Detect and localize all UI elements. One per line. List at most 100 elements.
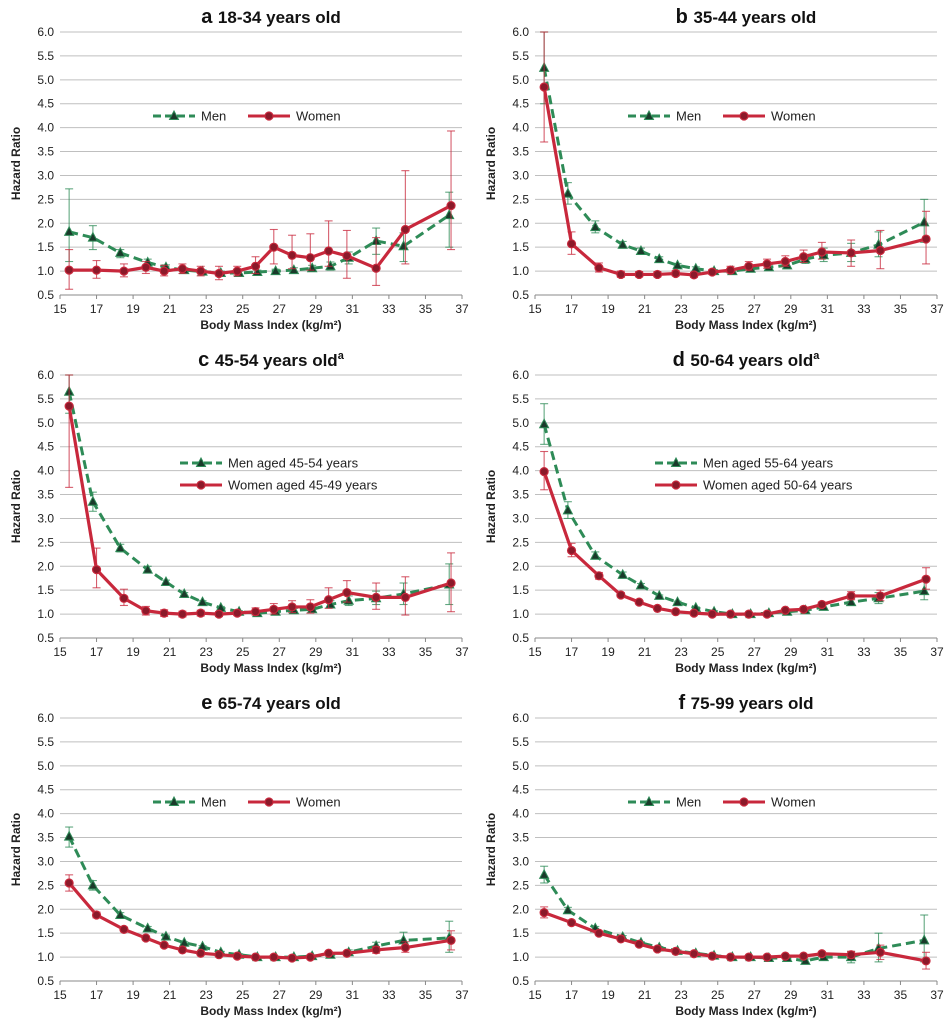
series-line <box>67 835 450 959</box>
data-point <box>566 545 577 556</box>
data-point <box>744 952 754 962</box>
x-tick-label: 17 <box>565 988 579 1002</box>
y-tick-label: 2.5 <box>37 535 54 549</box>
data-point <box>799 604 809 614</box>
data-point <box>817 247 827 257</box>
chart-svg: 0.5 1.0 1.5 2.0 2.5 3.0 3.5 4.0 4.5 5.0 5.5 6.0 15 17… <box>484 692 944 1018</box>
data-point <box>305 253 315 263</box>
data-point <box>652 944 663 954</box>
data-point <box>114 246 126 257</box>
x-tick-label: 35 <box>894 988 908 1002</box>
panel-letter: a <box>201 6 218 28</box>
data-point <box>780 256 790 267</box>
legend-item-men: Men <box>153 795 226 810</box>
y-tick-label: 1.0 <box>512 950 529 964</box>
series-line <box>67 391 450 615</box>
y-tick-label: 5.5 <box>37 735 54 749</box>
data-point <box>780 951 790 961</box>
panel-letter: b <box>676 6 694 28</box>
data-point <box>196 608 206 618</box>
data-point <box>250 952 261 962</box>
chart-title: f 75-99 years old <box>678 692 813 714</box>
x-tick-label: 27 <box>273 302 287 316</box>
y-axis-label: Hazard Ratio <box>9 470 23 543</box>
data-point <box>114 542 126 553</box>
y-tick-label: 0.5 <box>512 288 529 302</box>
data-point <box>762 609 772 619</box>
data-point <box>689 949 699 959</box>
y-tick-label: 3.0 <box>512 511 529 525</box>
data-point <box>371 945 381 955</box>
data-point <box>160 930 172 941</box>
data-point <box>845 596 857 607</box>
data-point <box>288 264 300 275</box>
data-point <box>744 609 754 619</box>
x-tick-label: 23 <box>200 302 214 316</box>
legend-item-women: Women <box>723 795 816 810</box>
data-point <box>707 267 717 277</box>
data-point <box>762 952 772 962</box>
x-tick-label: 23 <box>675 302 689 316</box>
y-tick-label: 6.0 <box>512 368 529 382</box>
panel-letter: d <box>673 349 691 371</box>
x-tick-label: 33 <box>857 645 871 659</box>
data-point <box>91 910 102 920</box>
x-tick-label: 37 <box>455 302 469 316</box>
data-point <box>589 221 601 232</box>
y-tick-label: 6.0 <box>37 25 54 39</box>
series-women <box>539 31 931 280</box>
series-women <box>64 130 456 290</box>
data-point <box>921 234 931 244</box>
y-tick-label: 1.0 <box>37 264 54 278</box>
series-women <box>539 906 931 970</box>
data-point <box>562 187 574 198</box>
y-tick-label: 5.5 <box>512 735 529 749</box>
x-tick-label: 17 <box>90 645 104 659</box>
data-point <box>918 585 930 596</box>
series-line <box>542 874 925 963</box>
data-point <box>324 246 334 256</box>
data-point <box>799 252 809 262</box>
y-tick-label: 5.0 <box>512 759 529 773</box>
data-point <box>617 238 629 249</box>
data-point <box>817 949 827 959</box>
x-tick-label: 19 <box>601 302 615 316</box>
legend-marker <box>264 797 274 807</box>
x-tick-label: 27 <box>748 645 762 659</box>
series-men <box>538 403 930 619</box>
data-point <box>63 225 75 236</box>
data-point <box>270 265 281 276</box>
legend-marker <box>739 797 749 807</box>
x-tick-label: 33 <box>382 645 396 659</box>
panel-e: 0.5 1.0 1.5 2.0 2.5 3.0 3.5 4.0 4.5 5.0 5.5 6.0 15 17… <box>0 686 470 1026</box>
x-tick-label: 37 <box>930 988 944 1002</box>
data-point <box>196 948 206 958</box>
data-point <box>400 592 410 602</box>
x-tick-label: 35 <box>419 645 433 659</box>
x-tick-label: 27 <box>273 645 287 659</box>
x-tick-label: 19 <box>601 645 615 659</box>
legend: Men Women <box>153 109 341 124</box>
x-tick-label: 25 <box>236 302 250 316</box>
data-point <box>653 253 665 264</box>
data-point <box>921 956 931 966</box>
data-point <box>142 922 154 933</box>
data-point <box>305 602 315 612</box>
data-point <box>371 592 381 602</box>
data-point <box>446 200 456 211</box>
y-tick-label: 1.0 <box>512 607 529 621</box>
y-tick-label: 4.0 <box>37 807 54 821</box>
data-point <box>324 595 334 605</box>
data-point <box>653 589 665 600</box>
legend-item-men: Men <box>628 109 701 124</box>
legend-label: Men aged 45-54 years <box>228 456 359 471</box>
y-tick-label: 5.0 <box>512 73 529 87</box>
x-tick-label: 21 <box>163 645 177 659</box>
data-point <box>539 908 549 918</box>
data-point <box>141 606 151 616</box>
data-point <box>232 266 242 276</box>
x-tick-label: 17 <box>565 645 579 659</box>
data-point <box>617 568 629 579</box>
data-point <box>875 245 885 256</box>
y-tick-label: 2.0 <box>512 559 529 573</box>
